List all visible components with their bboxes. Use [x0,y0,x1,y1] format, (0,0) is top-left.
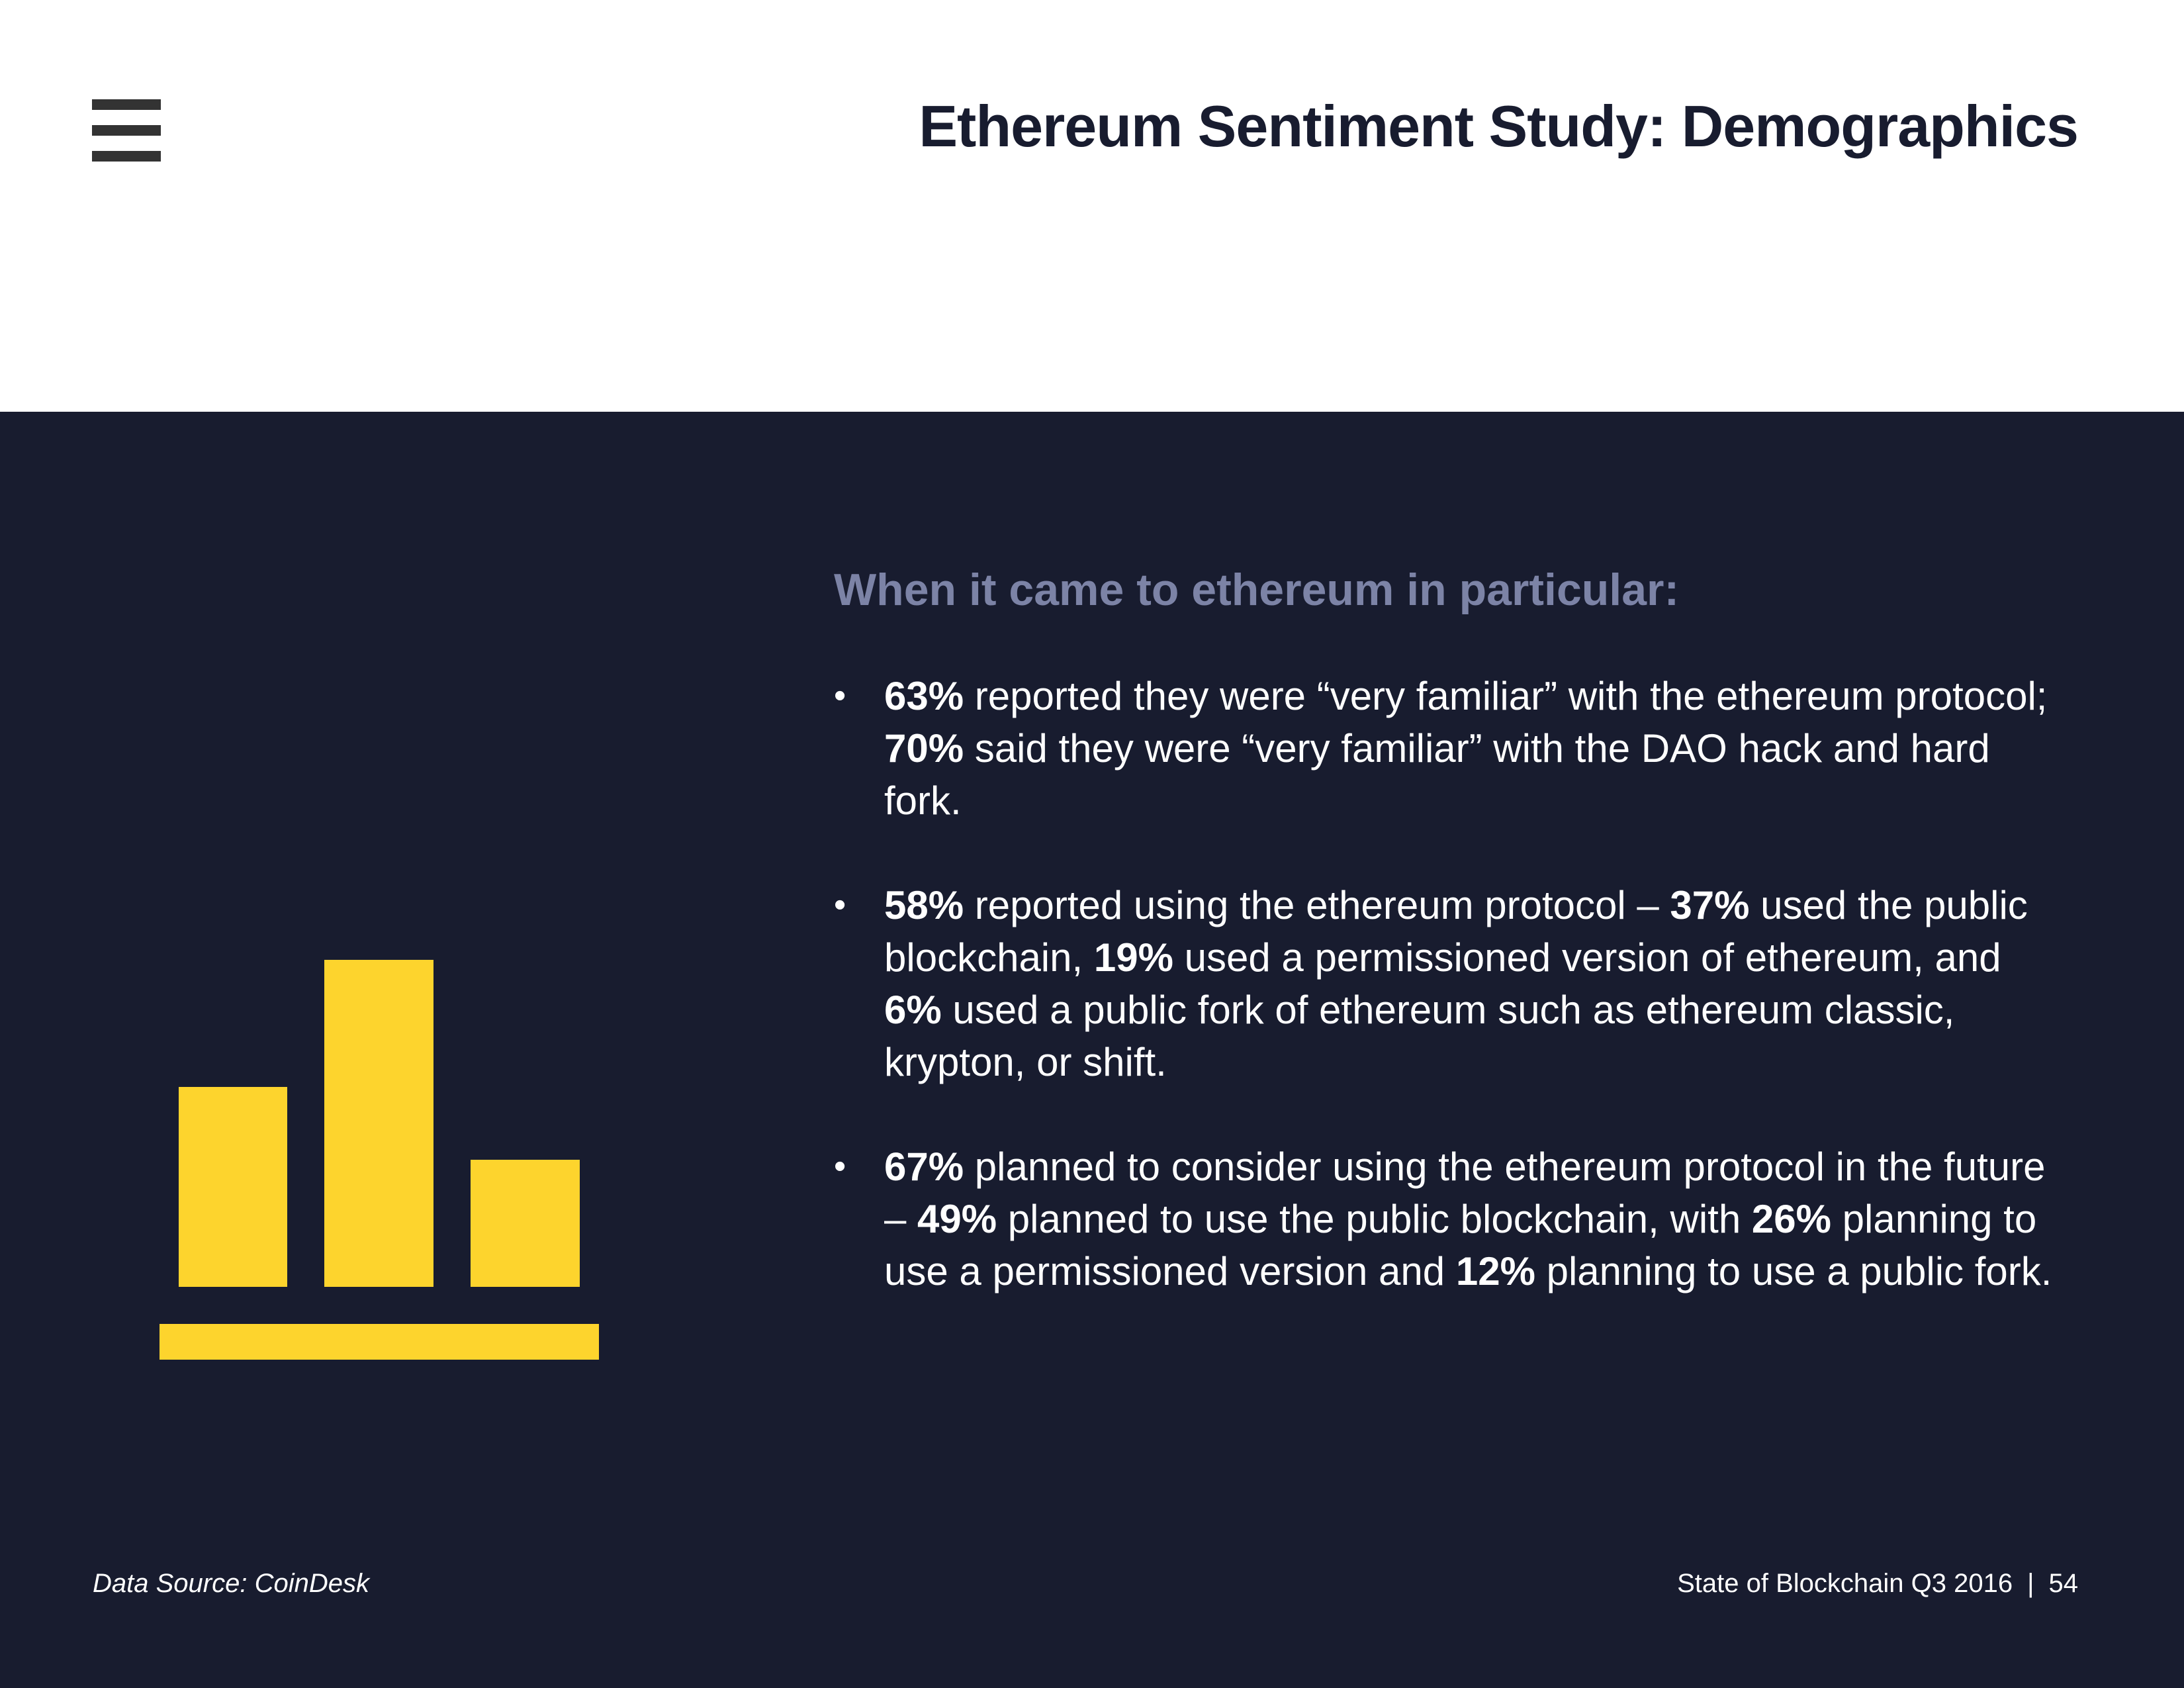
bar-icon-bar-right [471,1160,580,1287]
bullet-stat: 19% [1093,935,1173,980]
bullet-stat: 6% [884,988,942,1032]
intro-heading: When it came to ethereum in particular: [834,565,1680,615]
bullet-stat: 37% [1670,883,1750,927]
bullet-text: planned to use the public blockchain, wi… [997,1197,1752,1241]
data-source-note: Data Source: CoinDesk [93,1569,369,1598]
bullet-dot-icon: • [834,886,846,924]
bullet-stat: 58% [884,883,964,927]
bullet-text: planning to use a public fork. [1535,1249,2052,1293]
menu-line [92,125,161,136]
bullet-stat: 49% [917,1197,997,1241]
bullet-item: • 67% planned to consider using the ether… [834,1141,2065,1297]
bullet-text: used the public blockchain, [884,883,2028,980]
bullet-text: reported using the ethereum protocol – [964,883,1670,927]
footer-page-info: State of Blockchain Q3 2016 | 54 [1677,1569,2078,1599]
footer-separator: | [2027,1569,2034,1598]
bullet-stat: 63% [884,674,964,718]
bullet-text: used a permissioned version of ethereum,… [1173,935,2001,980]
bar-chart-icon [159,960,599,1360]
hamburger-menu-icon[interactable] [92,99,161,162]
bullet-dot-icon: • [834,677,846,715]
bullet-text: said they were “very familiar” with the … [884,726,1990,823]
bullet-text: used a public fork of ethereum such as e… [884,988,1955,1084]
bullet-text: planning to use a permissioned version a… [884,1197,2037,1293]
bullet-stat: 67% [884,1145,964,1189]
publication-name: State of Blockchain Q3 2016 [1677,1569,2013,1598]
bullet-list: • 63% reported they were “very familiar” … [834,670,2065,1350]
bullet-text: planned to consider using the ethereum p… [884,1145,2046,1241]
bullet-item: • 63% reported they were “very familiar” … [834,670,2065,827]
page-title: Ethereum Sentiment Study: Demographics [919,93,2079,159]
header: Ethereum Sentiment Study: Demographics [0,0,2184,412]
bullet-item: • 58% reported using the ethereum protoco… [834,879,2065,1088]
menu-line [92,151,161,162]
bar-icon-bar-left [179,1087,287,1287]
bullet-stat: 12% [1455,1249,1535,1293]
menu-line [92,99,161,110]
bullet-text: reported they were “very familiar” with … [964,674,2048,718]
page-number: 54 [2048,1569,2079,1598]
bar-icon-baseline [159,1324,599,1360]
bar-icon-bar-middle [324,960,433,1287]
bullet-stat: 26% [1751,1197,1831,1241]
bullet-dot-icon: • [834,1147,846,1186]
content-panel: When it came to ethereum in particular: … [0,412,2184,1688]
bullet-stat: 70% [884,726,964,771]
